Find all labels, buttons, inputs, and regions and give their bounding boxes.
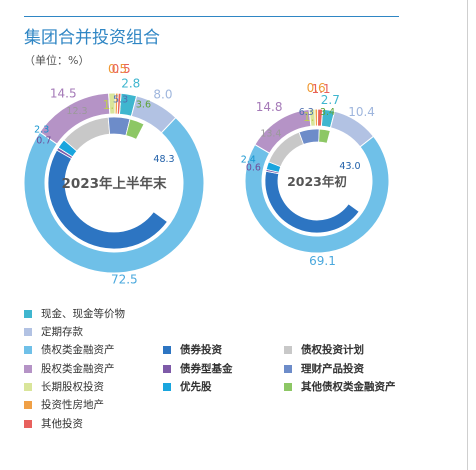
- outer-slice: [23, 116, 205, 274]
- legend-item: 投资性房地产: [24, 397, 104, 412]
- outer-data-label: 8.0: [153, 88, 172, 102]
- legend-label: 定期存款: [41, 326, 83, 338]
- legend-swatch: [284, 382, 292, 391]
- legend-item: 债权类金融资产: [24, 342, 115, 357]
- inner-data-label: 43.0: [339, 161, 360, 172]
- donut-chart-2: 2.710.469.114.81.30.61.143.00.62.413.46.…: [241, 81, 390, 268]
- outer-data-label: 2.8: [121, 76, 140, 90]
- inner-data-label: 3.6: [136, 99, 151, 110]
- inner-data-label: 0.7: [36, 136, 51, 147]
- legend-label: 债权投资计划: [301, 344, 364, 356]
- inner-data-label: 2.4: [241, 155, 256, 166]
- inner-data-label: 2.3: [34, 124, 49, 135]
- legend-item: 定期存款: [24, 324, 83, 339]
- legend-item: 债券投资: [163, 342, 222, 357]
- outer-slice: [244, 135, 390, 254]
- donut-chart-1: 2.88.072.514.51.20.50.548.30.72.312.35.3…: [23, 62, 205, 286]
- legend-swatch: [163, 364, 171, 373]
- outer-data-label: 14.5: [50, 86, 77, 100]
- legend-swatch: [24, 419, 32, 428]
- legend-item: 债权投资计划: [284, 342, 364, 357]
- legend-item: 债券型基金: [163, 361, 233, 376]
- legend-label: 理财产品投资: [301, 363, 364, 375]
- legend-swatch: [163, 382, 171, 391]
- legend-item: 理财产品投资: [284, 361, 364, 376]
- unit-label: （单位：%）: [24, 54, 90, 67]
- legend-swatch: [24, 364, 32, 373]
- legend-swatch: [24, 309, 32, 318]
- legend-label: 现金、现金等价物: [41, 308, 125, 320]
- outer-data-label: 2.7: [321, 93, 340, 107]
- legend-label: 优先股: [180, 381, 212, 393]
- center-label: 2023年初: [287, 174, 347, 189]
- inner-data-label: 3.4: [320, 107, 335, 118]
- legend-swatch: [284, 364, 292, 373]
- outer-data-label: 0.6: [307, 81, 326, 95]
- legend-label: 债权类金融资产: [41, 344, 115, 356]
- legend-label: 股权类金融资产: [41, 363, 115, 375]
- outer-data-label: 10.4: [348, 105, 375, 119]
- legend-swatch: [24, 345, 32, 354]
- legend-item: 优先股: [163, 379, 212, 394]
- legend-item: 其他债权类金融资产: [284, 379, 396, 394]
- outer-data-label: 14.8: [256, 100, 283, 114]
- inner-data-label: 5.3: [113, 94, 128, 105]
- legend-label: 债券投资: [180, 344, 222, 356]
- legend-swatch: [24, 400, 32, 409]
- inner-data-label: 48.3: [153, 154, 174, 165]
- outer-data-label: 0.5: [112, 62, 131, 76]
- center-label: 2023年上半年末: [61, 175, 167, 192]
- legend-label: 其他债权类金融资产: [301, 381, 396, 393]
- page-edge-divider: [467, 0, 468, 470]
- outer-data-label: 69.1: [309, 254, 336, 268]
- outer-data-label: 1.1: [311, 82, 330, 96]
- legend-swatch: [163, 345, 171, 354]
- legend-item: 其他投资: [24, 416, 83, 431]
- legend-item: 长期股权投资: [24, 379, 104, 394]
- outer-slice: [116, 92, 122, 115]
- legend-swatch: [24, 382, 32, 391]
- inner-slice: [318, 128, 331, 144]
- top-rule: [24, 16, 399, 17]
- legend-swatch: [284, 345, 292, 354]
- legend-label: 长期股权投资: [41, 381, 104, 393]
- outer-slice: [317, 108, 324, 127]
- inner-data-label: 6.3: [299, 107, 314, 118]
- inner-data-label: 13.4: [260, 129, 281, 140]
- outer-data-label: 72.5: [111, 272, 138, 286]
- inner-data-label: 12.3: [66, 106, 87, 117]
- inner-slice: [125, 118, 145, 140]
- legend-item: 股权类金融资产: [24, 361, 115, 376]
- chart-title: 集团合并投资组合: [24, 28, 160, 48]
- legend-label: 投资性房地产: [41, 399, 104, 411]
- legend-label: 其他投资: [41, 418, 83, 430]
- outer-data-label: 0.5: [108, 62, 127, 76]
- legend-swatch: [24, 327, 32, 336]
- legend-label: 债券型基金: [180, 363, 233, 375]
- legend-item: 现金、现金等价物: [24, 306, 125, 321]
- inner-data-label: 0.6: [246, 163, 261, 174]
